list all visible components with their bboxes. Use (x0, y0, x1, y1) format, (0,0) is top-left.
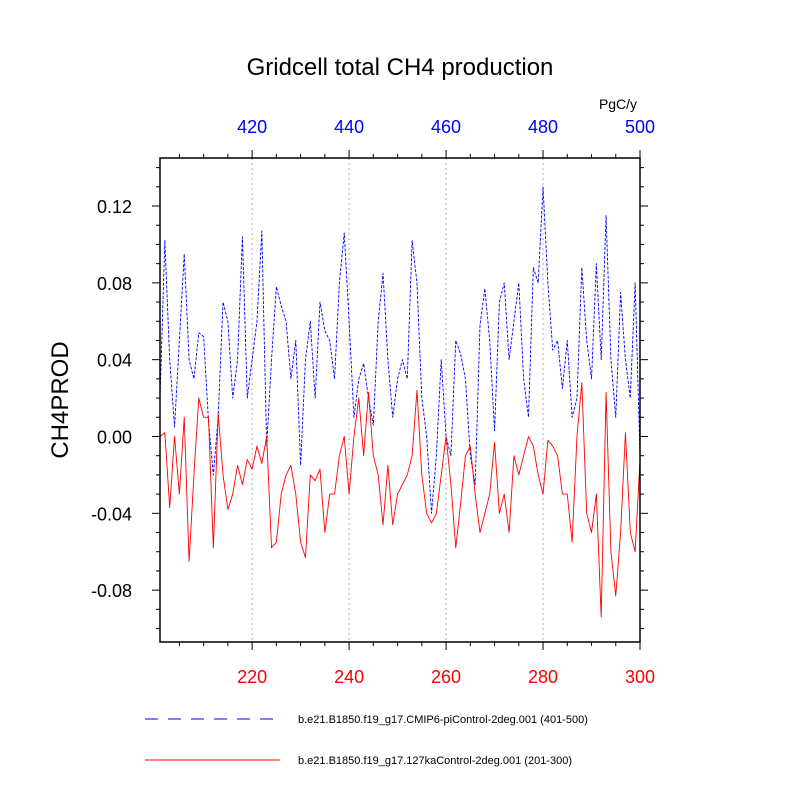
x-tick-label-top-0: 420 (237, 117, 267, 137)
plot-frame (159, 157, 641, 643)
y-axis-label: CH4PROD (47, 341, 74, 458)
x-tick-label-bottom-2: 260 (431, 667, 461, 687)
y-tick-label-0: 0.12 (97, 197, 132, 217)
x-tick-label-top-4: 500 (625, 117, 655, 137)
x-tick-label-top-2: 460 (431, 117, 461, 137)
series-line-0 (159, 186, 641, 514)
series-line-1 (159, 382, 641, 618)
x-tick-label-bottom-1: 240 (334, 667, 364, 687)
x-tick-label-bottom-3: 280 (528, 667, 558, 687)
x-tick-label-bottom-0: 220 (237, 667, 267, 687)
x-tick-label-top-3: 480 (528, 117, 558, 137)
y-tick-label-4: -0.04 (91, 504, 132, 524)
ticks-layer (152, 150, 648, 650)
x-tick-label-top-1: 440 (334, 117, 364, 137)
legend-label-red: b.e21.B1850.f19_g17.127kaControl-2deg.00… (298, 755, 572, 767)
y-tick-label-3: 0.00 (97, 427, 132, 447)
chart-title: Gridcell total CH4 production (247, 54, 554, 81)
series-layer (159, 186, 641, 618)
y-tick-label-1: 0.08 (97, 274, 132, 294)
x-tick-label-bottom-4: 300 (625, 667, 655, 687)
y-tick-label-5: -0.08 (91, 581, 132, 601)
y-tick-label-2: 0.04 (97, 351, 132, 371)
tick-labels: 0.12 0.08 0.04 0.00 -0.04 -0.08 220 240 260 280 30… (91, 117, 655, 687)
grid-lines (251, 158, 544, 642)
legend-label-blue: b.e21.B1850.f19_g17.CMIP6-piControl-2deg… (298, 714, 588, 726)
legend: b.e21.B1850.f19_g17.CMIP6-piControl-2deg… (145, 714, 588, 767)
units-label: PgC/y (599, 96, 637, 112)
